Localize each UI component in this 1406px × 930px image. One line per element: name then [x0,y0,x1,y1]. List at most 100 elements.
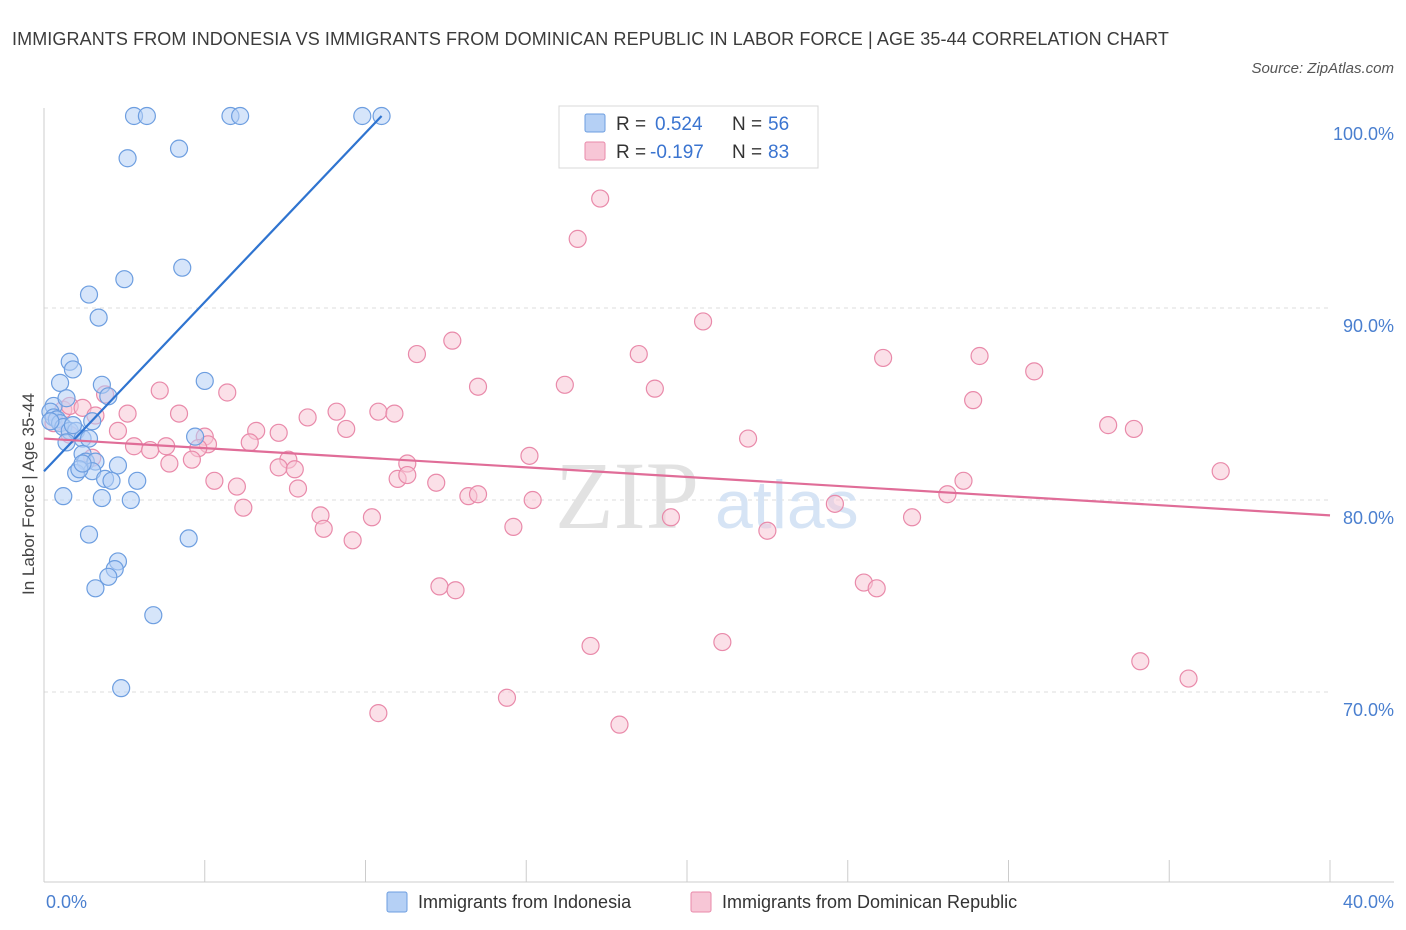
dominican-point-19 [118,404,137,423]
dominican-point-15 [964,391,983,410]
dominican-point-1 [568,229,587,248]
legend-swatch-pink [584,141,606,161]
legend-bottom: Immigrants from Indonesia Immigrants fro… [386,891,1017,913]
dominican-point-13 [218,383,237,402]
indonesia-point-45 [79,525,99,544]
dominican-point-36 [240,433,259,452]
trend-line-indonesia [43,115,383,472]
indonesia-point-49 [99,567,118,586]
dominican-point-48 [269,458,288,477]
dominican-point-49 [285,460,304,479]
trend-line-dominican [43,437,1331,517]
indonesia-point-1 [137,106,156,126]
dominican-point-26 [1099,416,1118,435]
dominican-point-66 [661,508,681,527]
x-tick-labels: 0.0% 40.0% [46,892,1394,912]
series-indonesia-points [41,106,391,698]
indonesia-point-31 [57,433,76,452]
indonesia-point-44 [121,490,140,510]
dominican-point-67 [902,508,922,527]
dominican-point-53 [205,471,224,490]
legend-top: R = 0.524 N = 56 R = -0.197 N = 83 [558,105,819,169]
legend-swatch-blue [584,113,606,133]
x-tick-marks [204,860,1331,882]
dominican-point-43 [182,450,201,469]
dominican-point-46 [160,454,179,473]
watermark: ZIP atlas [555,442,859,549]
indonesia-point-43 [92,488,111,508]
chart-source: Source: ZipAtlas.com [1251,60,1394,77]
dominican-point-2 [693,312,713,331]
indonesia-point-52 [112,679,131,698]
dominican-point-6 [874,348,893,368]
indonesia-point-19 [57,389,76,408]
dominican-point-39 [124,437,144,456]
dominican-point-78 [1131,652,1150,671]
indonesia-point-7 [118,149,137,168]
dominican-point-79 [1179,669,1198,688]
watermark-zip: ZIP [555,442,699,549]
legend-bottom-label-dominican: Immigrants from Dominican Republic [722,892,1017,912]
dominican-point-72 [430,577,449,596]
indonesia-point-11 [89,308,108,327]
indonesia-point-6 [169,139,189,158]
indonesia-point-3 [231,106,250,126]
dominican-point-29 [108,421,128,440]
dominican-point-82 [610,715,629,734]
x-tick-label-40: 40.0% [1343,892,1394,912]
indonesia-point-30 [186,427,205,446]
dominican-point-77 [713,632,732,652]
dominican-point-21 [327,402,346,421]
dominican-point-80 [497,688,517,707]
dominican-point-20 [169,404,189,423]
indonesia-point-8 [173,258,192,277]
dominican-point-62 [825,494,844,513]
dominican-point-10 [468,377,488,396]
chart-title: IMMIGRANTS FROM INDONESIA VS IMMIGRANTS … [12,29,1169,49]
indonesia-point-51 [144,606,163,625]
dominican-point-56 [227,477,246,496]
legend-r-label-pink: R = [616,142,646,163]
indonesia-point-42 [54,487,73,506]
dominican-point-70 [758,521,777,540]
indonesia-point-54 [41,412,60,431]
legend-n-value-pink: 83 [768,142,789,163]
legend-bottom-swatch-blue [386,891,408,913]
dominican-point-12 [150,381,169,400]
legend-n-value-blue: 56 [768,114,789,135]
dominican-point-11 [645,379,664,398]
dominican-point-5 [629,344,648,364]
dominican-point-7 [970,346,989,366]
dominican-point-52 [1211,462,1230,481]
dominican-point-60 [523,490,542,510]
dominican-point-3 [443,331,462,350]
indonesia-point-46 [179,529,198,548]
dominican-point-61 [938,485,957,504]
indonesia-point-55 [63,416,83,435]
dominican-point-8 [1025,362,1044,381]
dominican-point-54 [427,473,446,492]
y-tick-label-100: 100.0% [1333,124,1394,144]
grid-lines [44,307,1330,693]
dominican-point-65 [362,508,382,527]
indonesia-point-40 [102,471,121,490]
indonesia-point-53 [73,454,92,473]
indonesia-point-14 [50,373,70,392]
indonesia-point-4 [353,106,372,126]
dominican-point-35 [738,429,758,448]
y-axis-label: In Labor Force | Age 35-44 [19,393,38,595]
indonesia-point-16 [195,371,214,391]
dominican-point-68 [314,519,333,538]
indonesia-point-50 [86,579,105,598]
indonesia-point-35 [108,456,128,475]
dominican-point-75 [867,579,886,598]
legend-n-label-pink: N = [732,142,762,163]
legend-bottom-label-indonesia: Immigrants from Indonesia [418,892,632,912]
dominican-point-4 [407,344,427,364]
dominican-point-23 [385,404,404,423]
dominican-point-51 [398,465,417,485]
dominican-point-73 [446,581,465,600]
legend-n-label-blue: N = [732,114,762,135]
dominican-point-0 [591,189,610,208]
dominican-point-9 [555,375,574,394]
